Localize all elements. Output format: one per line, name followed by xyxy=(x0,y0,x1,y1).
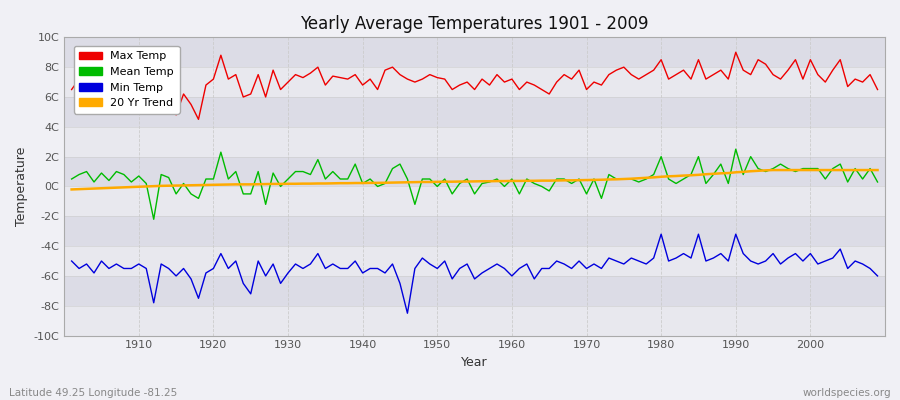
Bar xyxy=(64,37,885,67)
Bar xyxy=(64,157,885,186)
Text: worldspecies.org: worldspecies.org xyxy=(803,388,891,398)
Bar xyxy=(64,246,885,276)
Text: Latitude 49.25 Longitude -81.25: Latitude 49.25 Longitude -81.25 xyxy=(9,388,177,398)
Bar xyxy=(64,306,885,336)
Bar xyxy=(64,97,885,127)
Bar xyxy=(64,276,885,306)
Bar xyxy=(64,127,885,157)
Y-axis label: Temperature: Temperature xyxy=(15,147,28,226)
X-axis label: Year: Year xyxy=(462,356,488,369)
Title: Yearly Average Temperatures 1901 - 2009: Yearly Average Temperatures 1901 - 2009 xyxy=(301,15,649,33)
Legend: Max Temp, Mean Temp, Min Temp, 20 Yr Trend: Max Temp, Mean Temp, Min Temp, 20 Yr Tre… xyxy=(74,46,180,114)
Bar xyxy=(64,67,885,97)
Bar xyxy=(64,186,885,216)
Bar xyxy=(64,216,885,246)
